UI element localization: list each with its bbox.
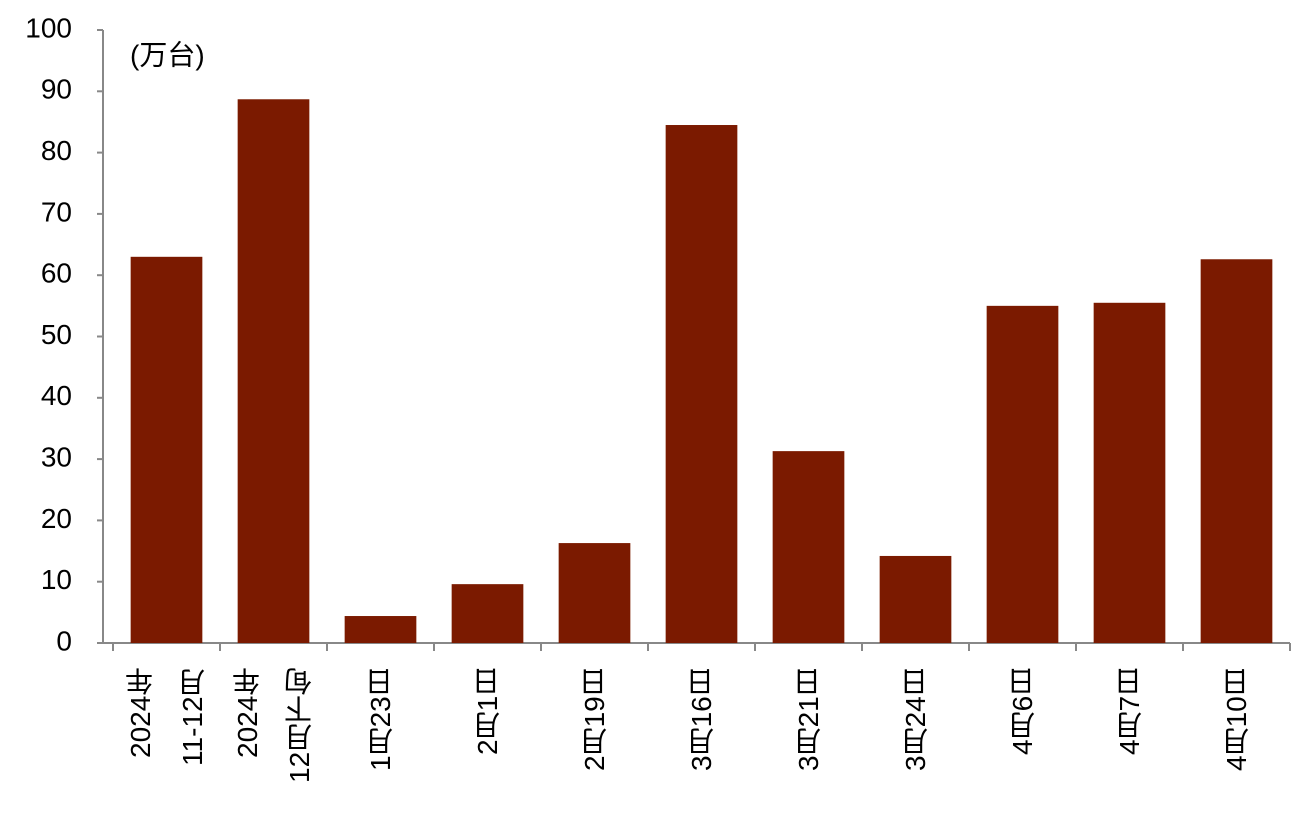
bar — [451, 584, 524, 643]
x-tick-label: 4月6日 — [1006, 668, 1038, 756]
x-tick-label: 1月23日 — [364, 668, 396, 771]
y-tick-label: 0 — [56, 625, 72, 656]
bar — [986, 305, 1059, 643]
unit-label: (万台) — [130, 39, 205, 70]
x-tick-label: 4月7日 — [1113, 668, 1145, 756]
x-tick-label: 2024年 12月下旬 — [231, 668, 315, 784]
y-tick-label: 30 — [41, 441, 72, 472]
y-tick-label: 70 — [41, 196, 72, 227]
y-tick-label: 90 — [41, 74, 72, 105]
bar — [130, 256, 203, 643]
x-tick-label: 3月16日 — [685, 668, 717, 771]
x-tick-label: 4月10日 — [1220, 668, 1252, 771]
bar — [344, 616, 417, 643]
bar — [558, 543, 631, 643]
y-tick-label: 20 — [41, 503, 72, 534]
bar — [772, 451, 845, 643]
bar — [879, 555, 952, 643]
x-tick-label: 3月21日 — [792, 668, 824, 771]
y-tick-label: 80 — [41, 135, 72, 166]
x-tick-label: 3月24日 — [899, 668, 931, 771]
y-tick-label: 60 — [41, 258, 72, 289]
y-tick-label: 50 — [41, 319, 72, 350]
y-tick-label: 40 — [41, 380, 72, 411]
x-tick-label: 2月1日 — [471, 668, 503, 756]
x-tick-label: 2024年 11-12月 — [124, 668, 208, 766]
bar — [1200, 259, 1273, 643]
y-tick-label: 10 — [41, 564, 72, 595]
bar — [1093, 302, 1166, 643]
y-tick-label: 100 — [25, 12, 72, 43]
bar — [665, 125, 738, 643]
bar — [237, 99, 310, 644]
x-tick-label: 2月19日 — [578, 668, 610, 771]
